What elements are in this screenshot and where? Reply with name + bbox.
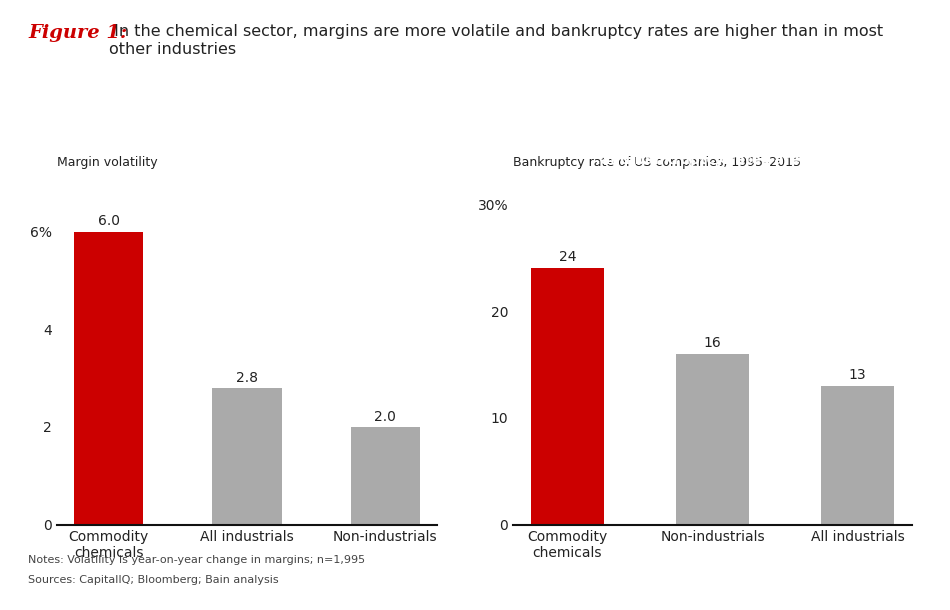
Bar [822,386,894,525]
Bar [213,388,281,525]
Text: Bankruptcy rate of US companies, 1995–2015: Bankruptcy rate of US companies, 1995–20… [513,156,801,170]
Text: 16: 16 [704,336,721,350]
Text: 2.8: 2.8 [236,370,258,384]
Bar [351,427,420,525]
Text: Figure 1:: Figure 1: [28,24,127,43]
Text: 2.0: 2.0 [374,409,396,423]
Text: 24: 24 [559,250,576,264]
Text: 6.0: 6.0 [98,214,120,228]
Text: 13: 13 [848,368,866,382]
Text: Margins are volatile...: Margins are volatile... [161,153,333,167]
Bar [676,354,749,525]
Text: Sources: CapitalIQ; Bloomberg; Bain analysis: Sources: CapitalIQ; Bloomberg; Bain anal… [28,575,279,584]
Text: Margin volatility: Margin volatility [57,156,158,170]
Bar [74,232,143,525]
Text: In the chemical sector, margins are more volatile and bankruptcy rates are highe: In the chemical sector, margins are more… [109,24,884,57]
Text: ...and bankruptcy rates are high: ...and bankruptcy rates are high [585,153,840,167]
Bar [531,268,603,525]
Text: Notes: Volatility is year-on-year change in margins; n=1,995: Notes: Volatility is year-on-year change… [28,555,366,565]
